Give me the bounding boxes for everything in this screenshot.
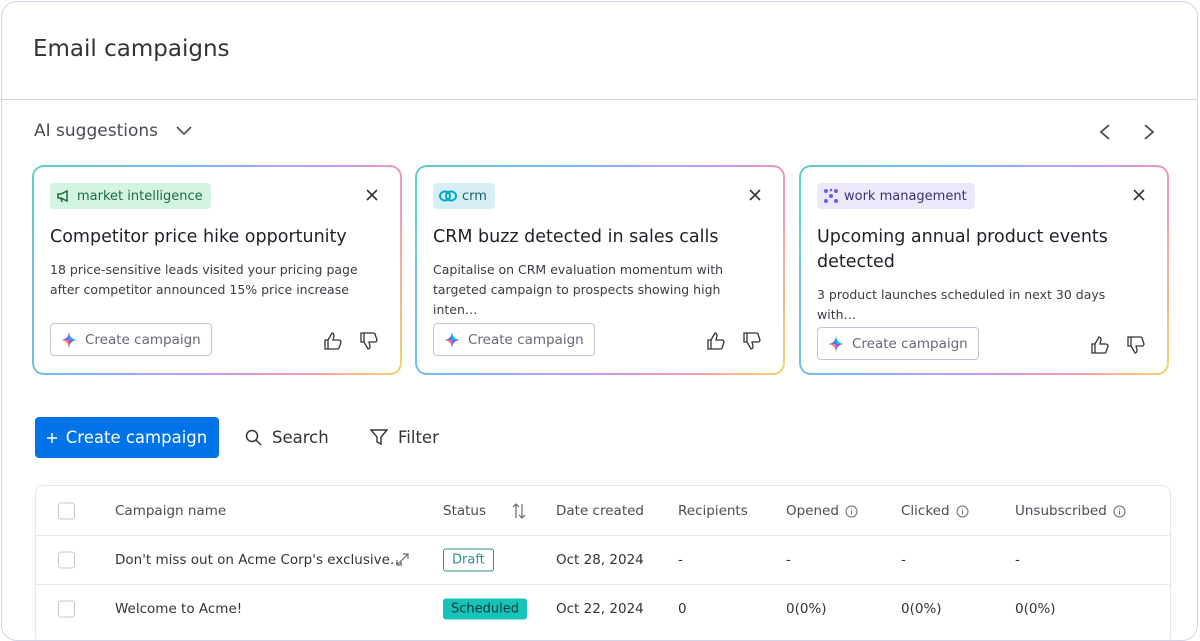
tag-label: crm [462,188,487,204]
tag-icon [57,189,68,203]
tag: crm [433,183,495,209]
select-all-checkbox[interactable] [58,502,75,520]
thumbs-down[interactable] [360,332,378,350]
clicked: 0(0%) [901,601,942,617]
filter-button[interactable]: Filter [370,417,439,458]
button-label: Create campaign [852,335,968,352]
column-header: Campaign name [115,503,227,519]
tag: work management [817,183,975,209]
clicked: - [901,552,906,568]
search-label: Search [272,428,329,447]
info-icon[interactable] [1113,505,1126,518]
campaign-name[interactable]: Don't miss out on Acme Corp's exclusive… [115,552,404,568]
card-title: CRM buzz detected in sales calls [433,227,719,247]
ai-icon [444,331,460,348]
column-header: Status [443,503,487,519]
create-campaign-primary[interactable]: Create campaign [35,417,219,458]
recipients: - [678,552,683,568]
date-created: Oct 28, 2024 [556,552,644,568]
feedback [707,332,761,350]
unsubscribed: - [1015,552,1020,568]
info-icon[interactable] [956,505,969,518]
unsubscribed: 0(0%) [1015,601,1056,617]
tag-label: work management [844,188,967,204]
create-campaign-button[interactable]: Create campaign [817,327,979,360]
row-divider [36,535,1170,536]
opened: - [786,552,791,568]
thumbs-down[interactable] [1127,336,1145,354]
feedback [1091,336,1145,354]
column-header: Recipients [678,503,748,519]
recipients: 0 [678,601,687,617]
campaign-name[interactable]: Welcome to Acme! [115,601,243,617]
column-header: Date created [556,503,644,519]
create-campaign-button[interactable]: Create campaign [433,323,595,356]
search-icon [245,429,262,446]
feedback [324,332,378,350]
status-badge: Scheduled [443,598,527,620]
row-checkbox[interactable] [58,551,75,569]
button-label: Create campaign [65,428,208,447]
button-label: Create campaign [468,331,584,348]
next-button[interactable] [1142,123,1156,141]
date-created: Oct 22, 2024 [556,601,644,617]
suggestion-card[interactable]: work management Upcoming annual product … [799,165,1169,375]
card-description: Capitalise on CRM evaluation momentum wi… [433,262,724,317]
row-divider [36,584,1170,585]
ai-icon [828,335,844,352]
tag-icon [824,188,838,203]
button-label: Create campaign [85,331,201,348]
expand-icon[interactable] [396,553,409,566]
thumbs-up[interactable] [324,332,342,350]
thumbs-up[interactable] [1091,336,1109,354]
card-title: Upcoming annual product events detected [817,227,1108,272]
close-button[interactable] [749,189,761,201]
tag: market intelligence [50,183,211,209]
create-campaign-button[interactable]: Create campaign [50,323,212,356]
info-icon[interactable] [845,505,858,518]
column-label: Unsubscribed [1015,503,1107,519]
column-label: Clicked [901,503,950,519]
card-description: 3 product launches scheduled in next 30 … [817,287,1106,322]
page-title: Email campaigns [33,36,230,62]
card-title: Competitor price hike opportunity [50,227,347,247]
tag-icon [439,190,457,202]
thumbs-up[interactable] [707,332,725,350]
close-button[interactable] [1133,189,1145,201]
column-header: Unsubscribed [1015,503,1126,519]
card-description: 18 price-sensitive leads visited your pr… [50,262,358,297]
thumbs-down[interactable] [743,332,761,350]
suggestion-card[interactable]: crm CRM buzz detected in sales calls Cap… [415,165,785,375]
suggestion-card[interactable]: market intelligence Competitor price hik… [32,165,402,375]
row-checkbox[interactable] [58,600,75,618]
column-label: Opened [786,503,839,519]
ai-icon [61,331,77,348]
column-header: Opened [786,503,858,519]
chevron-down [176,126,192,136]
column-header: Clicked [901,503,969,519]
campaign-table: Campaign name Status Date created Recipi… [35,485,1171,640]
opened: 0(0%) [786,601,827,617]
sort-icon[interactable] [512,503,526,519]
close-button[interactable] [366,189,378,201]
status-badge: Draft [443,548,494,572]
ai-suggestions-label: AI suggestions [34,121,158,141]
filter-icon [370,429,388,446]
prev-button[interactable] [1098,123,1112,141]
search-button[interactable]: Search [245,417,329,458]
divider [2,99,1197,100]
plus-icon [46,432,57,443]
ai-suggestions-toggle[interactable]: AI suggestions [34,121,192,141]
filter-label: Filter [398,428,439,447]
tag-label: market intelligence [77,188,203,204]
